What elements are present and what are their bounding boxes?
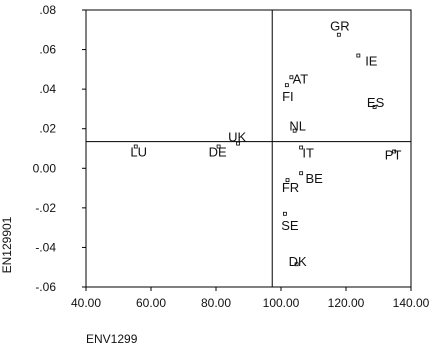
data-point	[299, 171, 304, 176]
point-label: FR	[282, 180, 299, 195]
data-point	[336, 32, 341, 37]
data-point	[299, 145, 304, 150]
x-tick-label: 80.00	[201, 296, 231, 310]
y-tick-label: .06	[39, 43, 56, 57]
point-label: LU	[130, 145, 147, 160]
point-label: NL	[289, 119, 306, 134]
x-axis-label: ENV1299	[86, 332, 138, 346]
x-tick-label: 100.00	[263, 296, 300, 310]
data-points: GR IE AT FI ES NL UK LU DE IT PT BE FR SE DK	[130, 19, 401, 270]
point-label: ES	[367, 95, 385, 110]
point-label: GR	[330, 19, 350, 34]
point-label: DE	[209, 145, 227, 160]
point-label: UK	[228, 130, 246, 145]
point-label: BE	[305, 171, 323, 186]
x-tick-label: 140.00	[393, 296, 430, 310]
point-label: FI	[282, 89, 294, 104]
y-tick-label: -.06	[35, 280, 56, 294]
x-axis-ticks: 40.00 60.00 80.00 100.00 120.00 140.00	[71, 287, 430, 310]
data-point	[236, 141, 241, 146]
x-tick-label: 40.00	[71, 296, 101, 310]
data-point	[133, 144, 138, 149]
plot-frame	[85, 9, 412, 288]
data-point	[216, 144, 221, 149]
y-axis-ticks: .08 .06 .04 .02 0.00 -.02 -.04 -.06	[33, 3, 86, 294]
y-tick-label: .04	[39, 82, 56, 96]
y-tick-label: .08	[39, 3, 56, 17]
point-label: AT	[293, 71, 309, 86]
point-label: IT	[302, 146, 314, 161]
data-point	[285, 178, 290, 183]
data-point	[294, 262, 299, 267]
y-tick-label: -.04	[35, 240, 56, 254]
point-label: SE	[281, 218, 299, 233]
data-point	[282, 211, 287, 216]
reference-lines	[86, 10, 411, 287]
x-tick-label: 60.00	[136, 296, 166, 310]
y-tick-label: -.02	[35, 201, 56, 215]
data-point	[292, 128, 297, 133]
x-tick-label: 120.00	[328, 296, 365, 310]
y-axis-label: EN129901	[0, 216, 14, 273]
data-point	[289, 75, 294, 80]
y-tick-label: 0.00	[33, 161, 57, 175]
data-point	[356, 53, 361, 58]
point-label: DK	[289, 254, 307, 269]
point-label: IE	[365, 54, 378, 69]
y-tick-label: .02	[39, 122, 56, 136]
data-point	[392, 149, 397, 154]
point-label: PT	[385, 147, 402, 162]
data-point	[284, 83, 289, 88]
data-point	[372, 105, 377, 109]
